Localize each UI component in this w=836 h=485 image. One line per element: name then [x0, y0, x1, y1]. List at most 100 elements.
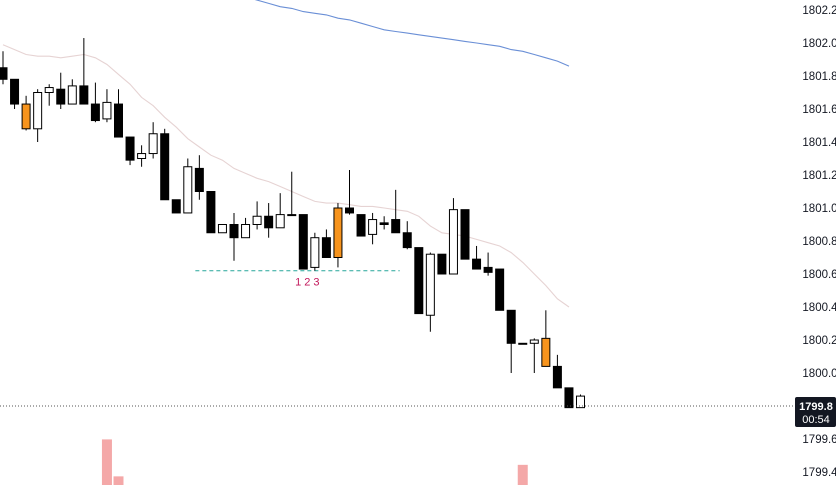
- candle: [44, 84, 54, 106]
- candle: [414, 247, 424, 315]
- candle-body: [287, 214, 297, 217]
- y-tick-label: 1800.6: [802, 269, 836, 281]
- y-tick-label: 1802.0: [802, 38, 836, 50]
- candle-body: [114, 103, 123, 138]
- candle-body: [102, 101, 112, 120]
- volume-bar: [517, 464, 528, 485]
- candle-body: [529, 339, 539, 344]
- candle: [206, 191, 216, 234]
- candle-body: [10, 78, 20, 105]
- candle: [229, 212, 239, 261]
- candle-body: [425, 253, 435, 316]
- y-tick-label: 1800.2: [802, 335, 836, 347]
- candle-body: [576, 395, 585, 409]
- candle-body: [506, 309, 516, 344]
- candle: [125, 136, 135, 166]
- candle-body: [125, 136, 135, 161]
- price-axis[interactable]: 1802.2 1802.0 1801.8 1801.6 1801.4 1801.2 1801…: [802, 5, 836, 479]
- candle: [137, 145, 147, 167]
- candle-body: [448, 209, 458, 275]
- candle: [368, 212, 378, 245]
- candle: [321, 229, 331, 258]
- candle-body: [171, 199, 181, 214]
- candle: [529, 338, 539, 373]
- candle: [437, 253, 447, 275]
- y-tick-label: 1800.8: [802, 236, 836, 248]
- candle-body: [160, 133, 170, 201]
- candle-body: [564, 387, 574, 409]
- candle-body: [552, 365, 562, 389]
- candle: [576, 394, 585, 409]
- bar-countdown: 00:54: [802, 414, 830, 426]
- candle: [356, 214, 366, 237]
- candle-body: [460, 209, 470, 260]
- y-tick-label: 1801.0: [802, 203, 836, 215]
- candle-body: [79, 85, 89, 105]
- candle: [287, 171, 297, 217]
- candle-body: [310, 237, 320, 268]
- candle-body: [437, 253, 447, 275]
- candle: [333, 203, 343, 268]
- last-price-badge-background: [795, 397, 836, 427]
- candle: [79, 38, 89, 105]
- candle-body: [194, 167, 204, 192]
- candle-body: [67, 85, 77, 105]
- y-tick-label: 1801.4: [802, 137, 836, 149]
- candle-body: [368, 219, 378, 235]
- candle-body: [21, 103, 31, 130]
- candle-body: [356, 214, 366, 237]
- last-price-value: 1799.8: [799, 401, 833, 413]
- candle-body: [483, 266, 493, 273]
- candle: [552, 354, 562, 389]
- volume-bars: [101, 439, 528, 485]
- candle: [33, 89, 43, 142]
- y-tick-label: 1799.6: [802, 434, 836, 446]
- candle: [241, 217, 251, 239]
- candle: [160, 128, 170, 201]
- candle-body: [379, 222, 389, 226]
- candle-body: [241, 224, 251, 239]
- slow-moving-average-line: [254, 0, 570, 67]
- y-tick-label: 1800.4: [802, 302, 836, 314]
- candle-body: [148, 133, 158, 155]
- y-tick-label: 1801.2: [802, 170, 836, 182]
- candles: [0, 38, 585, 409]
- y-tick-label: 1801.6: [802, 104, 836, 116]
- candle: [252, 201, 262, 230]
- candle-body: [414, 247, 424, 315]
- candle: [21, 95, 31, 131]
- candle: [425, 252, 435, 332]
- candle-body: [217, 224, 227, 234]
- candle: [460, 209, 470, 260]
- candle: [67, 79, 77, 105]
- candle: [275, 193, 285, 229]
- candle: [391, 189, 401, 234]
- candle: [298, 214, 308, 270]
- pattern-marker-label: 1 2 3: [295, 276, 319, 288]
- candle-body: [541, 337, 551, 367]
- candle: [518, 342, 528, 345]
- candle: [56, 72, 66, 109]
- candle-body: [229, 224, 239, 239]
- candle: [541, 310, 551, 367]
- candle-body: [518, 342, 528, 345]
- candle-body: [402, 232, 412, 249]
- candle-body: [298, 214, 308, 270]
- candle: [345, 170, 354, 215]
- candle: [495, 268, 505, 311]
- candle: [402, 221, 412, 250]
- candle-body: [391, 219, 401, 234]
- candle: [506, 309, 516, 373]
- y-tick-label: 1802.2: [802, 5, 836, 17]
- candle: [472, 245, 482, 270]
- candle-body: [137, 153, 147, 160]
- last-price-badge: 1799.8 00:54: [795, 397, 836, 427]
- candle-body: [495, 268, 505, 311]
- candle-body: [345, 207, 354, 214]
- y-tick-label: 1800.0: [802, 368, 836, 380]
- candle: [102, 89, 112, 123]
- candle-body: [333, 207, 343, 258]
- y-tick-label: 1799.4: [802, 467, 836, 479]
- volume-bar: [113, 476, 124, 485]
